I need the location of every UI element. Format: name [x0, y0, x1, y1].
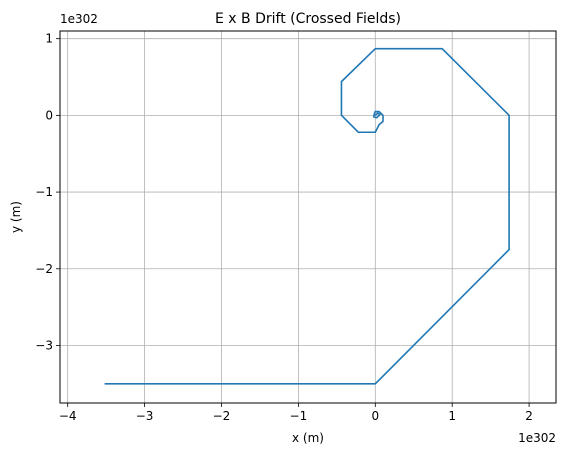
grid — [60, 31, 556, 403]
series-layer — [104, 47, 510, 385]
y-tick-label: 0 — [45, 108, 53, 122]
y-tick-label: −2 — [35, 262, 53, 276]
x-tick-label: −2 — [213, 409, 231, 423]
ticks: −4 −3 −2 −1 0 1 2 −3 −2 −1 0 1 — [35, 32, 533, 423]
x-tick-label: 2 — [525, 409, 533, 423]
x-tick-label: −3 — [136, 409, 154, 423]
x-axis-offset-label: 1e302 — [518, 431, 556, 445]
x-axis-label: x (m) — [292, 431, 324, 445]
x-tick-label: −1 — [290, 409, 308, 423]
x-tick-label: −4 — [59, 409, 77, 423]
y-axis-label: y (m) — [9, 201, 23, 233]
axes-frame — [59, 30, 557, 404]
x-tick-label: 0 — [371, 409, 379, 423]
y-tick-label: −3 — [35, 338, 53, 352]
chart-title: E x B Drift (Crossed Fields) — [215, 11, 401, 27]
y-tick-label: −1 — [35, 185, 53, 199]
y-axis-offset-label: 1e302 — [60, 12, 98, 26]
x-tick-label: 1 — [448, 409, 456, 423]
y-tick-label: 1 — [45, 32, 53, 46]
trajectory-line — [104, 47, 510, 385]
